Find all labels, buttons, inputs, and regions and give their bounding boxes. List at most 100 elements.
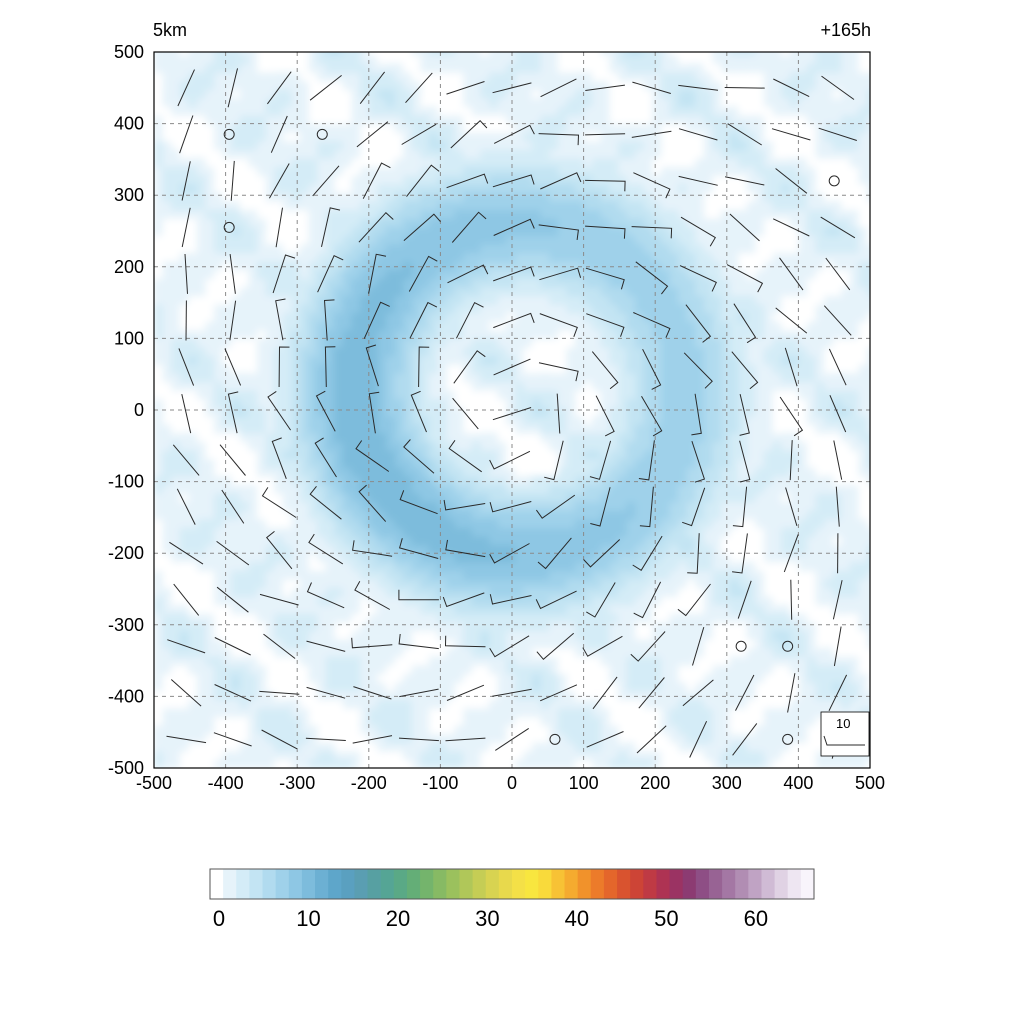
colorbar-swatch xyxy=(735,869,749,899)
wind-barb xyxy=(833,626,842,667)
y-tick-label: -500 xyxy=(108,758,144,778)
colorbar-swatch xyxy=(643,869,657,899)
wind-barb xyxy=(539,267,582,281)
wind-barb xyxy=(166,735,207,744)
wind-barb xyxy=(535,590,577,610)
wind-barb xyxy=(727,123,762,146)
wind-barb xyxy=(355,440,390,472)
wind-barb xyxy=(585,225,626,239)
wind-barb xyxy=(583,539,621,568)
y-tick-label: 0 xyxy=(134,400,144,420)
wind-barb xyxy=(229,254,236,294)
x-tick-label: -300 xyxy=(279,773,315,793)
wind-barb xyxy=(259,593,299,606)
wind-barb xyxy=(216,540,250,566)
wind-barb xyxy=(729,213,760,242)
x-axis-tick-labels: -500 -400 -300 -200 -100 0 100 200 300 400 500 xyxy=(136,773,885,793)
wind-barb xyxy=(398,589,439,601)
colorbar-swatch xyxy=(275,869,290,899)
y-tick-label: -300 xyxy=(108,615,144,635)
x-tick-label: -200 xyxy=(351,773,387,793)
wind-barb xyxy=(489,543,530,564)
colorbar-swatch xyxy=(446,869,460,899)
wind-barbs xyxy=(166,68,857,759)
wind-barb xyxy=(825,257,851,291)
wind-barb xyxy=(448,440,482,473)
wind-barb xyxy=(444,635,486,648)
wind-barb xyxy=(221,489,245,524)
wind-barb xyxy=(261,487,297,518)
wind-barb xyxy=(787,673,796,713)
wind-barb xyxy=(724,87,765,89)
wind-barb xyxy=(451,211,487,243)
plot-frame xyxy=(153,51,871,769)
wind-barb xyxy=(678,175,718,186)
colorbar-swatch xyxy=(328,869,342,899)
wind-barb xyxy=(775,168,808,194)
wind-barb xyxy=(691,440,706,483)
colorbar-swatch xyxy=(262,869,277,899)
wind-barb xyxy=(363,301,390,339)
wind-barb xyxy=(732,723,758,756)
x-tick-label: 400 xyxy=(783,773,813,793)
colorbar-swatch xyxy=(708,869,723,899)
wind-barb xyxy=(582,635,623,657)
wind-barb xyxy=(271,437,287,479)
colorbar-swatch xyxy=(354,869,369,899)
wind-barb xyxy=(735,674,755,711)
wind-barb xyxy=(176,488,196,525)
colorbar-swatch xyxy=(564,869,579,899)
colorbar-swatch xyxy=(669,869,684,899)
colorbar-swatch xyxy=(682,869,697,899)
wind-barb xyxy=(687,533,700,574)
wind-barb xyxy=(589,440,612,480)
wind-barb xyxy=(410,390,427,433)
wind-barb xyxy=(789,440,793,481)
wind-barb xyxy=(779,257,804,291)
wind-barb xyxy=(351,637,393,649)
wind-barb xyxy=(691,393,702,436)
wind-barb xyxy=(539,313,578,337)
wind-barb xyxy=(403,213,441,241)
wind-barb xyxy=(595,395,615,437)
wind-barb xyxy=(418,346,430,388)
wind-barb xyxy=(489,635,530,658)
wind-barb xyxy=(309,75,342,101)
wind-barb xyxy=(820,216,856,239)
wind-barb xyxy=(446,81,485,95)
wind-barb xyxy=(495,727,529,751)
wind-barb xyxy=(409,301,438,339)
colorbar-swatch xyxy=(420,869,434,899)
wind-barb xyxy=(538,133,580,146)
wind-barb xyxy=(633,581,662,619)
calm-wind-circle xyxy=(223,128,235,140)
wind-barb xyxy=(358,484,387,522)
wind-barb xyxy=(455,302,484,339)
wind-barb xyxy=(823,305,852,336)
wind-barb xyxy=(368,253,387,294)
colorbar-tick-label: 30 xyxy=(475,906,499,931)
colorbar-swatch xyxy=(249,869,264,899)
wind-barb xyxy=(692,626,705,666)
colorbar-frame xyxy=(209,868,815,900)
wind-barb xyxy=(398,737,439,742)
wind-barb xyxy=(453,350,486,384)
colorbar-tick-label: 40 xyxy=(565,906,589,931)
wind-barb xyxy=(540,172,582,190)
wind-barb xyxy=(538,362,579,382)
colorbar-swatch xyxy=(223,869,237,899)
wind-barb xyxy=(586,731,624,748)
x-tick-label: -500 xyxy=(136,773,172,793)
wind-barb xyxy=(585,267,625,290)
colorbar-swatch xyxy=(617,869,631,899)
wind-barb xyxy=(737,580,752,619)
wind-barb xyxy=(446,173,489,189)
wind-barb xyxy=(633,312,671,338)
wind-barb xyxy=(447,264,489,284)
wind-barb xyxy=(230,160,235,201)
wind-barb xyxy=(536,632,575,661)
wind-barb xyxy=(556,393,561,434)
wind-barb xyxy=(219,444,246,476)
wind-barb xyxy=(305,737,346,741)
